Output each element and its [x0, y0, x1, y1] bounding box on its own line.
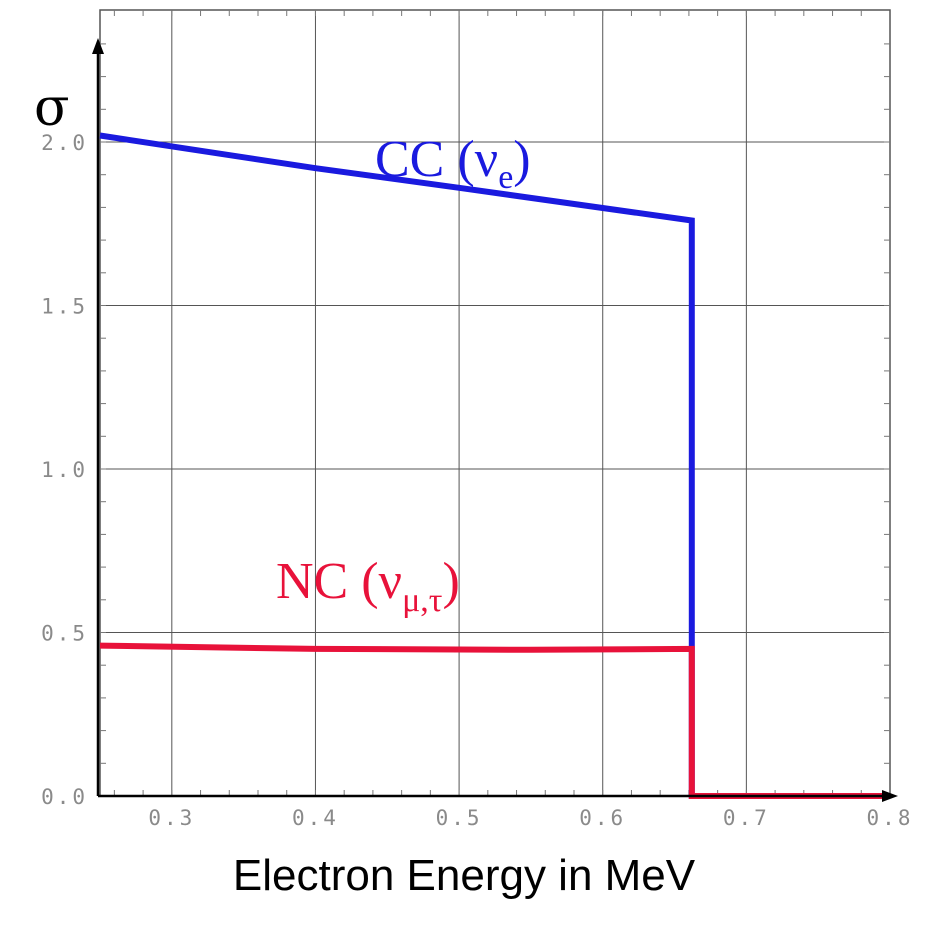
x-tick-label: 0.6 — [579, 806, 626, 830]
y-tick-label: 0.5 — [41, 622, 88, 646]
x-tick-label: 0.3 — [148, 806, 195, 830]
y-axis-label: σ — [34, 78, 70, 138]
minor-ticks — [100, 10, 890, 796]
y-tick-label: 2.0 — [41, 131, 88, 155]
nc-label-main: NC (ν — [276, 553, 402, 610]
x-axis-label: Electron Energy in MeV — [233, 851, 696, 900]
x-tick-label: 0.5 — [436, 806, 483, 830]
y-tick-label: 0.0 — [41, 785, 88, 809]
x-tick-labels: 0.3 0.4 0.5 0.6 0.7 0.8 — [148, 806, 914, 830]
grid-lines — [100, 10, 891, 797]
cc-label-main: CC (ν — [375, 131, 498, 188]
nc-series-label: NC (νμ,τ) — [276, 553, 460, 619]
series-line-1 — [99, 642, 890, 799]
plot-frame — [99, 9, 891, 797]
x-tick-label: 0.8 — [867, 806, 914, 830]
y-tick-labels: 0.0 0.5 1.0 1.5 2.0 — [41, 131, 88, 809]
series-lines — [99, 132, 890, 799]
y-tick-label: 1.5 — [41, 295, 88, 319]
cc-series-label: CC (νe) — [375, 131, 531, 196]
x-tick-label: 0.7 — [723, 806, 770, 830]
x-tick-label: 0.4 — [292, 806, 339, 830]
nc-label-close: ) — [442, 553, 459, 610]
y-tick-label: 1.0 — [41, 458, 88, 482]
series-line-0 — [99, 132, 890, 799]
nc-label-sub: μ,τ — [402, 582, 442, 619]
cc-label-sub: e — [498, 159, 513, 196]
x-axis-arrowhead — [882, 790, 898, 802]
y-axis-arrowhead — [92, 38, 104, 54]
cc-label-close: ) — [513, 131, 530, 188]
